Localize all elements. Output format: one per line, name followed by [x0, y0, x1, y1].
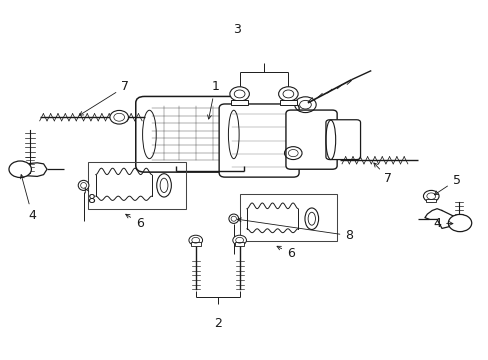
Bar [88, 162, 185, 209]
Circle shape [423, 190, 438, 202]
Ellipse shape [78, 180, 89, 190]
Bar [239, 194, 336, 241]
Bar [190, 242, 200, 246]
Text: 1: 1 [207, 80, 219, 119]
FancyBboxPatch shape [285, 110, 336, 169]
Text: 8: 8 [237, 218, 353, 242]
Ellipse shape [305, 208, 318, 229]
Text: 6: 6 [277, 246, 294, 260]
Text: 8: 8 [85, 188, 95, 206]
FancyBboxPatch shape [219, 104, 299, 177]
Circle shape [278, 87, 298, 101]
Ellipse shape [157, 174, 171, 197]
Bar [426, 199, 435, 202]
Text: 4: 4 [432, 216, 452, 230]
Bar [279, 100, 297, 105]
Text: 5: 5 [433, 174, 460, 195]
Text: 6: 6 [125, 214, 143, 230]
Circle shape [447, 215, 471, 231]
Text: 2: 2 [213, 317, 221, 330]
Circle shape [188, 235, 202, 245]
FancyBboxPatch shape [136, 96, 243, 172]
Bar [230, 100, 248, 105]
Text: 4: 4 [20, 175, 36, 222]
Ellipse shape [228, 214, 238, 224]
Circle shape [110, 111, 128, 124]
Text: 3: 3 [233, 23, 241, 36]
Circle shape [9, 161, 31, 177]
Bar [234, 242, 244, 246]
Circle shape [232, 235, 246, 245]
Text: 7: 7 [79, 80, 129, 115]
FancyBboxPatch shape [325, 120, 360, 159]
Circle shape [229, 87, 249, 101]
Text: 7: 7 [373, 163, 391, 185]
